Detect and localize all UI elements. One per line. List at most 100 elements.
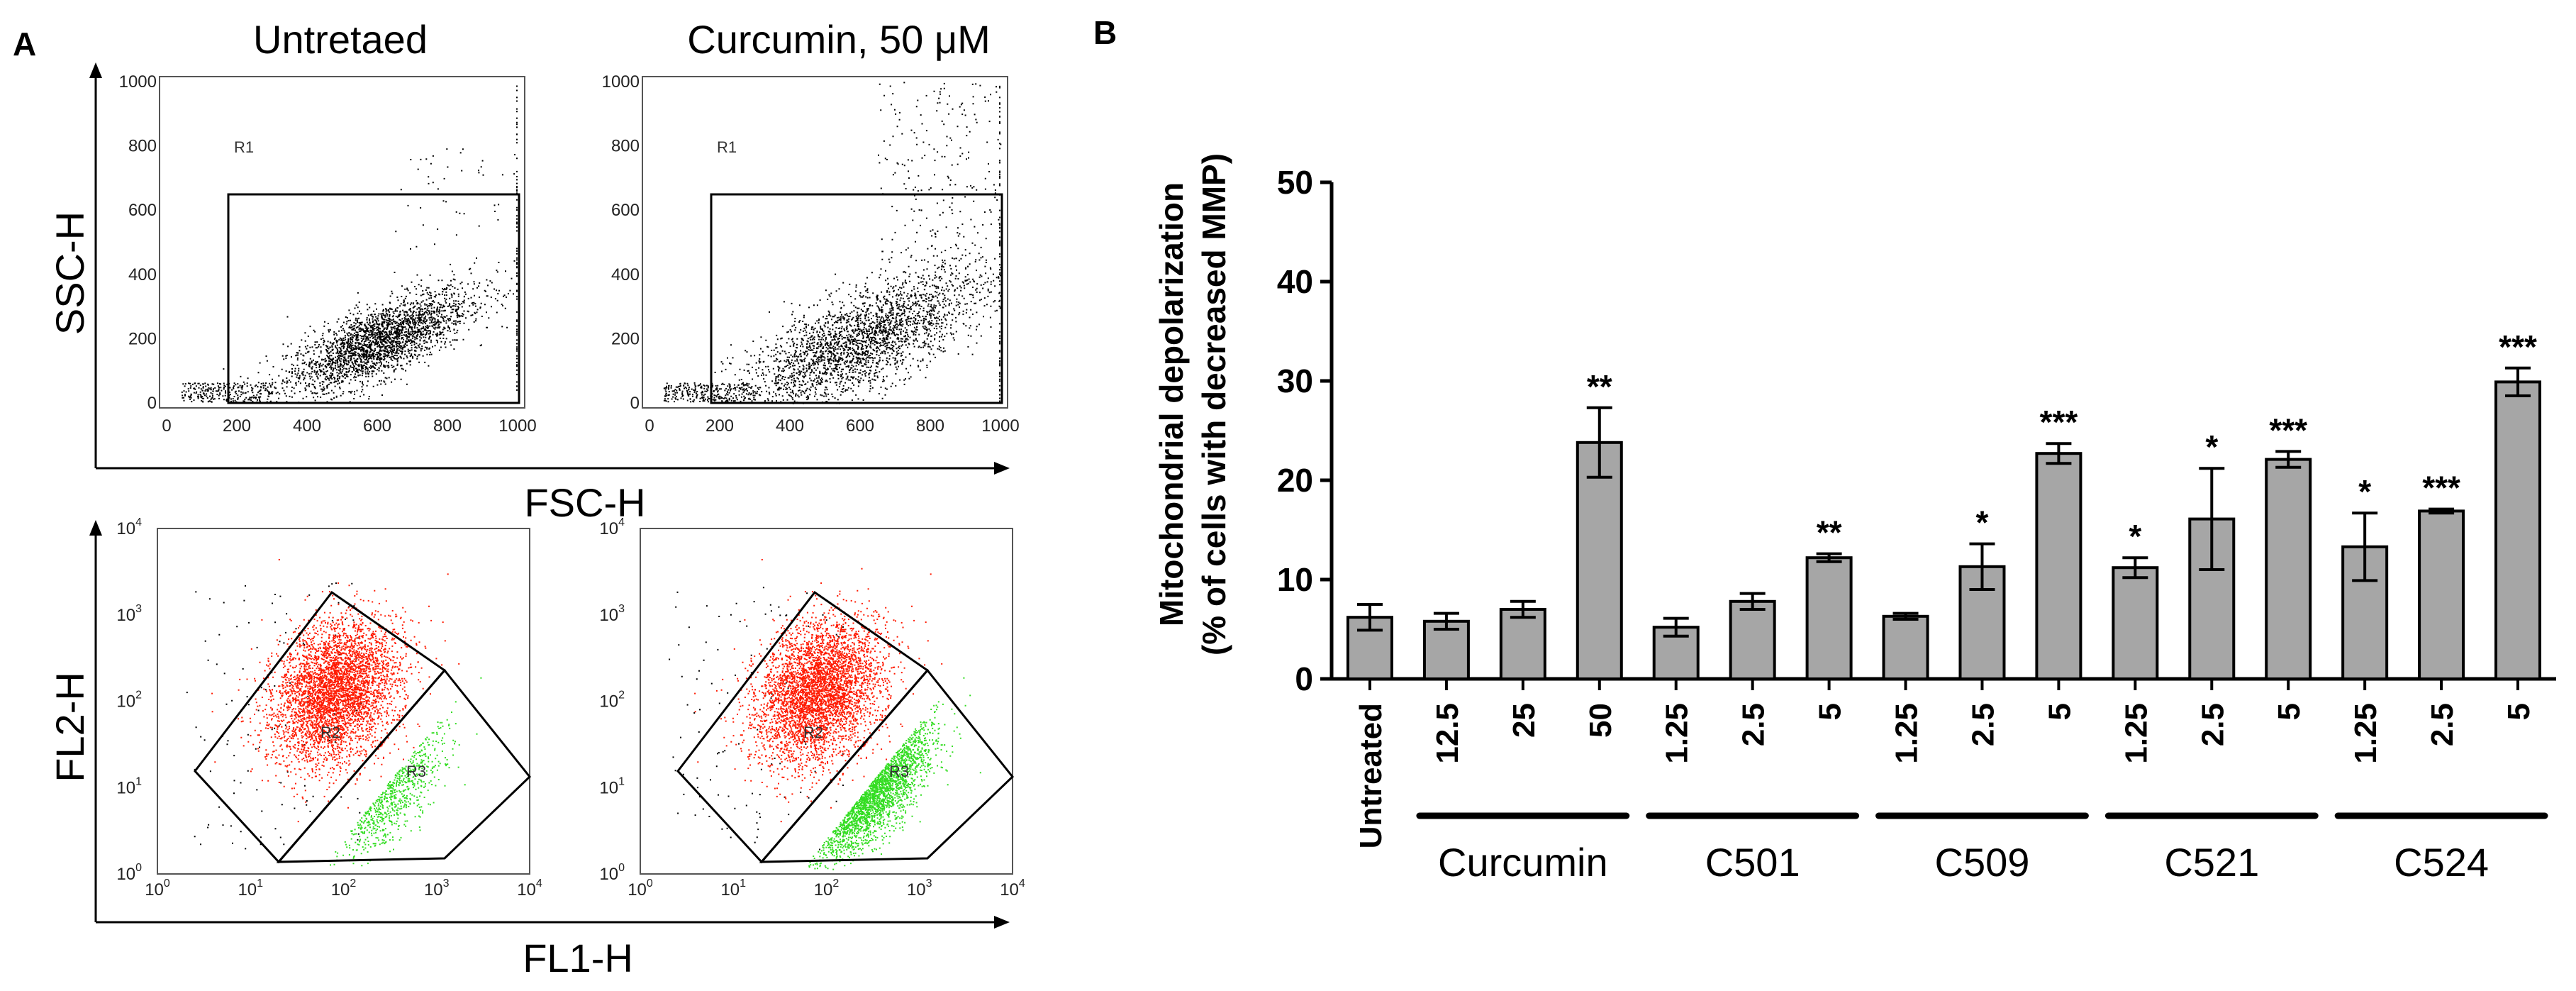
significance-label: *** (2040, 404, 2078, 441)
x-tick-label: 104 (1000, 877, 1025, 899)
b-x-tick-label: 2.5 (2425, 703, 2460, 746)
b-x-tick-label: 1.25 (2119, 703, 2153, 764)
bar (1882, 614, 1929, 680)
group-label: C509 (1935, 840, 2030, 885)
y-tick-label: 103 (116, 603, 142, 625)
gate-r1-untreated (227, 193, 520, 404)
b-y-tick-label: 20 (1277, 462, 1313, 499)
significance-label: * (1976, 504, 1989, 541)
y-tick-label: 102 (116, 690, 142, 712)
x-tick-label: 100 (628, 877, 653, 899)
y-tick-label: 400 (128, 265, 157, 284)
panel-b-letter: B (1093, 14, 1117, 51)
group-label: C524 (2394, 840, 2489, 885)
gate-label-r2: R2 (803, 724, 823, 741)
gate-r3-untreated (276, 668, 532, 863)
gate-label-r3: R3 (406, 763, 426, 780)
significance-label: ** (1587, 368, 1612, 405)
x-tick-label: 600 (363, 416, 391, 436)
group-label: Curcumin (1438, 840, 1608, 885)
panel-a-axes (89, 62, 1010, 929)
b-x-tick-label: Untreated (1354, 703, 1388, 848)
bar (2112, 566, 2159, 681)
x-tick-label: 1000 (981, 416, 1019, 436)
b-x-tick-label: 5 (2272, 703, 2307, 720)
y-tick-label: 101 (116, 775, 142, 797)
scatter-dots-untreated (181, 85, 518, 404)
fluor-green-dots (808, 677, 981, 870)
bar (2418, 509, 2465, 681)
b-ylabel-line1: Mitochondrial depolarization (1153, 182, 1190, 626)
y-tick-label: 0 (630, 394, 640, 413)
y-tick-label: 0 (147, 394, 157, 413)
x-tick-label: 101 (238, 877, 263, 899)
scatter-ticks-curcumin: 00 200 200 400 400 600 600 800 800 1000 1000 (602, 72, 1020, 436)
y-tick-label: 100 (116, 862, 142, 884)
y-tick-label: 800 (128, 137, 157, 156)
y-tick-label: 102 (599, 690, 625, 712)
b-x-tick-label: 5 (2042, 703, 2077, 720)
b-x-tick-label: 2.5 (1736, 703, 1771, 746)
scatter-dots (181, 85, 518, 404)
y-tick-label: 400 (611, 265, 640, 284)
b-x-tick-label: 1.25 (2348, 703, 2383, 764)
b-x-tick-label: 50 (1583, 703, 1618, 738)
fluor-dots-untreated (186, 559, 482, 867)
b-y-tick-label: 40 (1277, 263, 1313, 300)
gate-label-r3: R3 (889, 763, 909, 780)
significance-label: ** (1817, 514, 1842, 551)
scatter-dots-curcumin (663, 82, 1002, 404)
gate-label-r2: R2 (320, 724, 340, 741)
significance-label: *** (2269, 411, 2307, 448)
x-tick-label: 102 (814, 877, 840, 899)
bar (1422, 619, 1470, 680)
x-tick-label: 400 (776, 416, 804, 436)
bar (1805, 556, 1853, 681)
ssc-ylabel: SSC-H (48, 211, 92, 335)
x-tick-label: 200 (223, 416, 251, 436)
fluor-dots-curcumin (669, 559, 981, 870)
gate-r3-curcumin (759, 668, 1015, 863)
bar (2494, 380, 2542, 681)
x-tick-label: 800 (916, 416, 944, 436)
x-tick-label: 0 (162, 416, 171, 436)
b-x-tick-label: 1.25 (1890, 703, 1924, 764)
x-tick-label: 100 (145, 877, 170, 899)
group-label: C521 (2164, 840, 2259, 885)
bar (1499, 608, 1546, 680)
curcumin-title: Curcumin, 50 μM (687, 17, 991, 62)
b-x-tick-label: 2.5 (2195, 703, 2230, 746)
scatter-ticks-untreated: 00 200 200 400 400 600 600 800 800 1000 1000 (119, 72, 537, 436)
group-label: C501 (1705, 840, 1800, 885)
b-ylabel-line2: (% of cells with decreased MMP) (1195, 153, 1232, 655)
b-x-tick-label: 25 (1507, 703, 1541, 738)
y-tick-label: 600 (611, 201, 640, 220)
x-tick-label: 103 (424, 877, 450, 899)
y-tick-label: 104 (599, 516, 625, 538)
y-tick-label: 104 (116, 516, 142, 538)
bar (1576, 441, 1623, 680)
y-tick-label: 200 (611, 329, 640, 348)
bar (2035, 452, 2082, 680)
x-tick-label: 101 (720, 877, 746, 899)
scatter-plot-untreated: R1 00 200 200 400 400 600 600 800 800 1000 1000 (119, 72, 537, 436)
y-tick-label: 600 (128, 201, 157, 220)
y-tick-label: 103 (599, 603, 625, 625)
gate-label-r1: R1 (717, 138, 737, 156)
y-tick-label: 100 (599, 862, 625, 884)
significance-label: *** (2422, 470, 2460, 506)
b-x-tick-label: 5 (1813, 703, 1848, 720)
x-tick-label: 1000 (498, 416, 536, 436)
x-tick-label: 104 (517, 877, 542, 899)
fsc-xlabel: FSC-H (524, 480, 645, 525)
bar (1729, 599, 1776, 680)
scatter-plot-curcumin: R1 00 200 200 400 400 600 600 800 800 1000 1000 (602, 72, 1020, 436)
b-bars (1346, 366, 2542, 681)
fluor-red-dots (694, 559, 943, 823)
gate-label-r1: R1 (234, 138, 254, 156)
b-labels: Untreated 12.5 25**50 1.25 2.5**5 1.25*2.5***… (1354, 328, 2548, 885)
x-tick-label: 200 (706, 416, 734, 436)
